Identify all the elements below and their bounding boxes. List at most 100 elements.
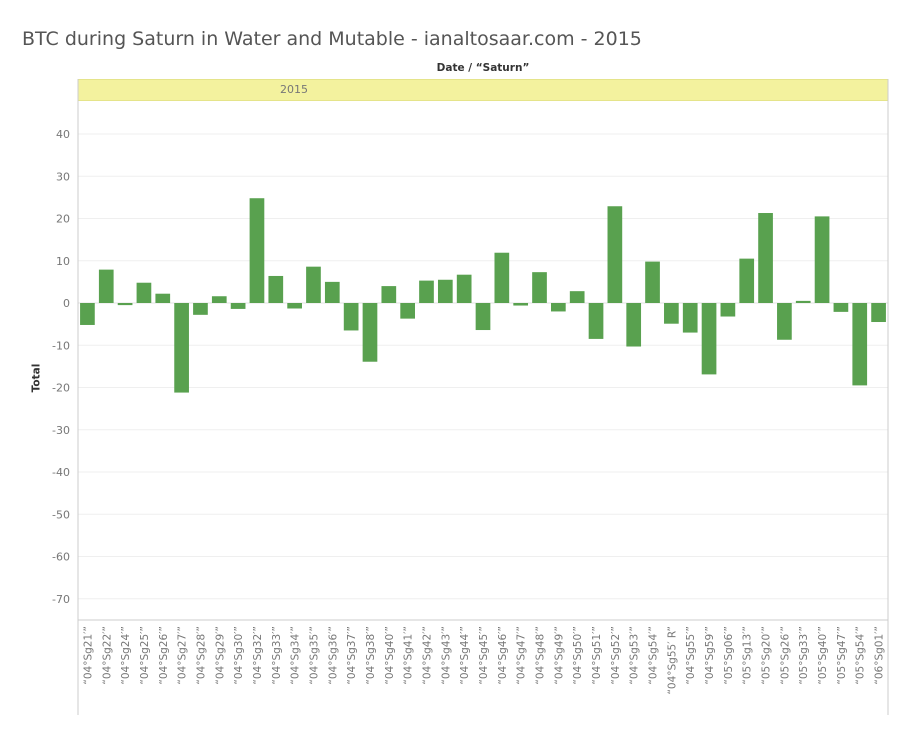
bar[interactable] [268,275,284,303]
y-tick-label: -20 [52,382,70,395]
bar[interactable] [117,303,133,306]
x-tick-label: “04°Sg37′” [346,626,358,685]
x-tick-label: “04°Sg40′” [384,626,396,685]
bar[interactable] [98,269,114,303]
bar[interactable] [249,198,265,303]
bar[interactable] [758,213,773,303]
y-tick-label: -10 [52,339,70,352]
x-tick-label: “04°Sg36′” [327,626,339,685]
x-tick-label: “04°Sg38′” [365,626,377,685]
bar[interactable] [720,303,736,317]
chart-title: BTC during Saturn in Water and Mutable -… [22,28,642,50]
bar[interactable] [400,303,415,319]
bar[interactable] [852,303,868,386]
x-tick-label: “04°Sg48′” [535,626,547,685]
bar[interactable] [626,303,642,347]
bar[interactable] [193,303,208,315]
x-tick-label: “04°Sg55′ R” [666,626,678,695]
x-tick-label: “04°Sg33′” [271,626,283,685]
bar[interactable] [456,274,472,303]
y-tick-label: 20 [56,213,70,226]
x-tick-label: “05°Sg40′” [817,626,829,685]
x-tick-label: “04°Sg46′” [497,626,509,685]
x-tick-label: “04°Sg45′” [478,626,490,685]
y-axis-ticks: 40 30 20 10 0 -10 -20 -30 -40 -50 -60 -70 [52,128,70,606]
x-tick-label: “04°Sg42′” [421,626,433,685]
year-band-label: 2015 [280,83,308,96]
bar[interactable] [211,296,227,303]
y-tick-label: 40 [56,128,70,141]
bar[interactable] [569,291,585,303]
y-tick-label: -60 [52,551,70,564]
bar[interactable] [588,303,604,339]
bar[interactable] [607,206,623,303]
bar[interactable] [532,272,547,303]
x-tick-label: “04°Sg21′” [82,626,94,685]
bar[interactable] [324,281,340,303]
bars [80,198,886,393]
x-tick-label: “04°Sg55′” [685,626,697,685]
bar[interactable] [381,286,397,303]
x-tick-label: “04°Sg54′” [648,626,660,685]
bar[interactable] [136,282,152,303]
bar[interactable] [174,303,189,393]
bar[interactable] [795,300,811,303]
bar[interactable] [419,280,434,303]
x-tick-label: “05°Sg06′” [723,626,735,685]
y-tick-label: 10 [56,255,70,268]
x-tick-label: “05°Sg54′” [855,626,867,685]
x-tick-label: “05°Sg33′” [798,626,810,685]
x-tick-label: “06°Sg01′” [874,626,886,685]
y-tick-label: -70 [52,593,70,606]
x-tick-label: “04°Sg24′” [120,626,132,685]
x-tick-label: “04°Sg28′” [195,626,207,685]
bar[interactable] [80,303,95,325]
x-tick-label: “04°Sg49′” [553,626,565,685]
y-tick-label: -30 [52,424,70,437]
year-band[interactable]: 2015 [78,79,888,101]
bar[interactable] [664,303,679,324]
x-tick-label: “04°Sg59′” [704,626,716,685]
bar[interactable] [475,303,491,331]
bar[interactable] [777,303,792,340]
y-tick-label: -40 [52,466,70,479]
bar[interactable] [833,303,849,312]
x-tick-label: “04°Sg22′” [101,626,113,685]
bar[interactable] [551,303,566,312]
bar[interactable] [513,303,529,306]
x-tick-label: “05°Sg20′” [761,626,773,685]
bar[interactable] [701,303,717,375]
x-tick-label: “04°Sg51′” [591,626,603,685]
column-header: Date / “Saturn” [436,62,530,74]
x-tick-label: “04°Sg27′” [177,626,189,685]
bar[interactable] [739,258,755,303]
bar[interactable] [343,303,359,331]
bar[interactable] [287,303,302,309]
x-tick-label: “04°Sg25′” [139,626,151,685]
x-axis-ticks: “04°Sg21′” “04°Sg22′” “04°Sg24′” “04°Sg25′”… [82,626,885,695]
bar[interactable] [814,216,830,303]
x-tick-label: “04°Sg26′” [158,626,170,685]
x-tick-label: “04°Sg52′” [610,626,622,685]
y-tick-label: 0 [63,297,70,310]
bar[interactable] [682,303,698,333]
bar[interactable] [155,293,171,303]
bar[interactable] [645,261,660,303]
grid-lines [78,133,888,621]
bar[interactable] [871,303,886,323]
bar[interactable] [437,279,453,303]
x-tick-label: “05°Sg13′” [742,626,754,685]
x-tick-label: “04°Sg41′” [403,626,415,685]
y-tick-label: -50 [52,508,70,521]
x-tick-label: “05°Sg26′” [779,626,791,685]
x-tick-label: “04°Sg29′” [214,626,226,685]
x-tick-label: “04°Sg43′” [440,626,452,685]
y-tick-label: 30 [56,170,70,183]
x-tick-label: “04°Sg30′” [233,626,245,685]
bar[interactable] [230,303,246,309]
bar[interactable] [494,252,510,303]
x-tick-label: “04°Sg34′” [290,626,302,685]
bar[interactable] [306,266,321,303]
bar[interactable] [362,303,378,362]
